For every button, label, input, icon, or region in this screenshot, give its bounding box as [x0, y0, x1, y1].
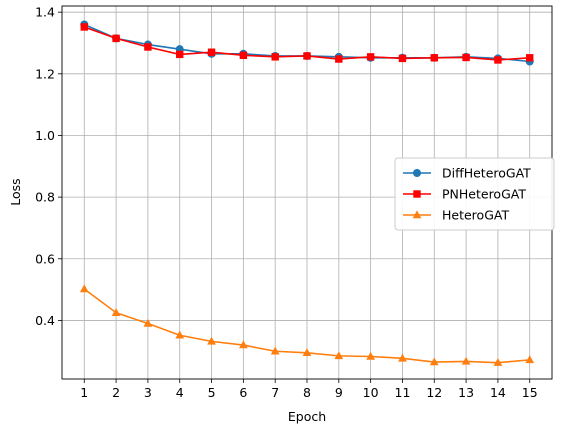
x-tick-label: 13	[458, 385, 474, 400]
y-tick-label: 0.8	[35, 190, 55, 205]
data-point	[525, 355, 535, 364]
legend-label: PNHeteroGAT	[442, 187, 526, 202]
data-point	[270, 346, 280, 355]
data-point	[334, 351, 344, 360]
legend-entry: DiffHeteroGAT	[403, 166, 531, 181]
x-tick-label: 15	[522, 385, 538, 400]
data-point	[143, 318, 153, 327]
legend-marker	[413, 190, 421, 198]
data-point	[144, 43, 152, 51]
data-point	[112, 34, 120, 43]
x-tick-label: 10	[363, 385, 379, 400]
y-tick-label: 1.4	[35, 5, 55, 20]
x-tick-label: 4	[176, 385, 184, 400]
data-point	[335, 55, 343, 63]
data-point	[239, 51, 248, 60]
data-point	[238, 340, 248, 349]
data-point	[302, 348, 312, 357]
data-point	[398, 54, 407, 63]
series-heterogat	[79, 284, 535, 366]
legend-entry: PNHeteroGAT	[403, 187, 526, 202]
data-point	[79, 284, 89, 293]
y-axis-label: Loss	[8, 178, 23, 205]
x-tick-label: 8	[303, 385, 311, 400]
x-tick-label: 14	[490, 385, 506, 400]
legend-marker	[413, 169, 421, 177]
x-tick-label: 12	[426, 385, 442, 400]
data-point	[526, 54, 534, 62]
data-point	[111, 308, 121, 316]
x-tick-label: 7	[271, 385, 279, 400]
data-point	[176, 50, 184, 59]
data-point	[207, 336, 216, 345]
data-point	[398, 353, 407, 362]
data-point	[493, 358, 503, 366]
data-point	[494, 56, 502, 64]
y-tick-label: 0.6	[35, 251, 55, 266]
x-tick-label: 3	[144, 385, 152, 400]
legend-label: HeteroGAT	[442, 208, 509, 223]
data-point	[271, 53, 279, 61]
data-point	[366, 351, 376, 360]
data-point	[80, 23, 88, 31]
x-tick-label: 9	[335, 385, 343, 400]
legend-label: DiffHeteroGAT	[442, 166, 531, 181]
y-tick-label: 1.0	[35, 128, 55, 143]
legend: DiffHeteroGAT PNHeteroGAT HeteroGAT	[394, 157, 555, 231]
x-tick-label: 11	[395, 385, 411, 400]
series-pnheterogat	[80, 23, 534, 64]
series-group	[79, 20, 535, 366]
axis-ticks: 1 2 3 4 5 6 7 8 9 10 11 12 13 14 150.40.60.81.01.21.4	[35, 5, 538, 400]
x-axis-label: Epoch	[288, 409, 326, 424]
data-point	[429, 357, 439, 366]
data-point	[461, 356, 471, 365]
data-point	[207, 48, 216, 56]
data-point	[462, 53, 470, 62]
y-tick-label: 0.4	[35, 313, 55, 328]
data-point	[175, 330, 185, 339]
data-point	[430, 54, 438, 62]
x-tick-label: 1	[80, 385, 88, 400]
x-tick-label: 6	[239, 385, 247, 400]
x-tick-label: 2	[112, 385, 120, 400]
legend-entry: HeteroGAT	[403, 208, 509, 223]
y-tick-label: 1.2	[35, 66, 55, 81]
legend-marker	[412, 210, 422, 219]
data-point	[366, 53, 375, 61]
data-point	[303, 52, 311, 60]
legend-box	[394, 157, 555, 231]
x-tick-label: 5	[208, 385, 216, 400]
